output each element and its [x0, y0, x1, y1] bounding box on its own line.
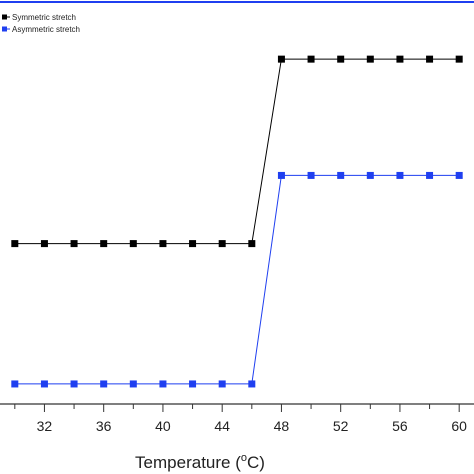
series-line-1: [14, 58, 460, 245]
x-axis: 32 36 40 44 48 52 56 60: [14, 404, 467, 434]
data-point: [337, 55, 345, 63]
data-point: [307, 55, 315, 63]
legend-label: Asymmetric stretch: [12, 25, 80, 34]
data-point: [70, 240, 78, 248]
data-point: [189, 240, 197, 248]
legend-label: Symmetric stretch: [12, 13, 76, 22]
data-point: [426, 55, 434, 63]
x-tick-label: 32: [37, 418, 53, 434]
x-axis-title-close: ): [259, 453, 265, 472]
data-markers: [11, 55, 463, 388]
data-point: [40, 380, 48, 388]
data-point: [366, 171, 374, 179]
data-point: [337, 171, 345, 179]
data-point: [11, 380, 19, 388]
data-point: [455, 171, 463, 179]
data-point: [248, 240, 256, 248]
data-point: [11, 240, 19, 248]
data-point: [396, 171, 404, 179]
x-axis-title: Temperature (oC): [135, 452, 265, 472]
data-point: [159, 380, 167, 388]
data-point: [455, 55, 463, 63]
data-point: [100, 380, 108, 388]
data-point: [129, 380, 137, 388]
data-point: [159, 240, 167, 248]
data-point: [248, 380, 256, 388]
data-point: [70, 380, 78, 388]
data-point: [129, 240, 137, 248]
x-tick-label: 44: [214, 418, 230, 434]
plot-frame: [0, 1, 474, 405]
data-point: [218, 240, 226, 248]
connector-lines: [14, 58, 460, 385]
data-point: [189, 380, 197, 388]
x-tick-label: 48: [274, 418, 290, 434]
x-tick-label: 56: [392, 418, 408, 434]
x-axis-title-unit-degree: o: [241, 452, 247, 464]
series-line-2: [14, 174, 460, 385]
x-tick-label: 36: [96, 418, 112, 434]
legend: Symmetric stretch Asymmetric stretch: [2, 13, 80, 34]
x-axis-title-unit-c: C: [247, 453, 259, 472]
legend-marker: [2, 26, 7, 32]
data-point: [40, 240, 48, 248]
data-point: [277, 55, 285, 63]
data-point: [396, 55, 404, 63]
data-point: [307, 171, 315, 179]
x-tick-label: 40: [155, 418, 171, 434]
data-point: [366, 55, 374, 63]
x-tick-label: 52: [333, 418, 349, 434]
x-tick-label: 60: [451, 418, 467, 434]
data-point: [100, 240, 108, 248]
data-point: [277, 171, 285, 179]
data-point: [426, 171, 434, 179]
legend-marker: [2, 14, 7, 20]
data-point: [218, 380, 226, 388]
x-axis-title-text: Temperature (: [135, 453, 241, 472]
